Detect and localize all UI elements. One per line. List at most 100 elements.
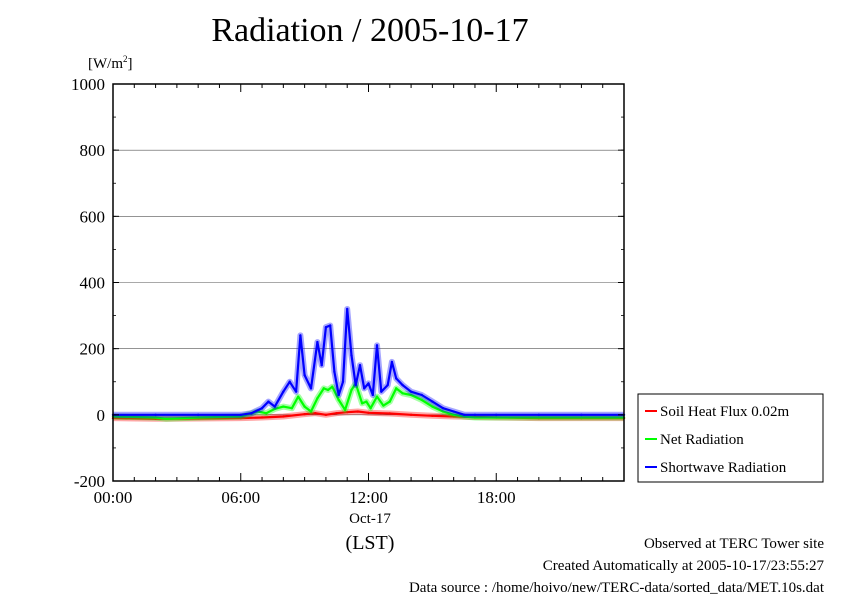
data-point [420,393,423,397]
data-point [580,416,583,419]
y-tick-label: 600 [80,207,106,226]
data-point [324,325,328,329]
data-point [337,398,340,402]
data-point [303,373,306,377]
data-point [420,398,423,402]
data-point [343,408,347,412]
data-point [360,402,364,405]
data-point [337,393,340,397]
data-point [326,388,330,392]
data-point [333,370,336,374]
data-point [324,413,328,417]
x-tick-label: 00:00 [94,488,133,507]
legend-label: Net Radiation [660,432,744,448]
data-point [354,383,357,387]
data-point [154,413,157,417]
data-point [316,397,319,400]
y-tick-label: 1000 [71,75,105,94]
series-layer [111,306,626,422]
data-point [452,410,455,413]
data-point [350,354,353,357]
data-point [260,416,264,419]
data-point [288,380,291,383]
data-point [335,411,338,415]
data-point [303,412,306,416]
data-point [495,416,498,419]
data-point [401,383,404,387]
data-point [282,415,285,418]
data-point [409,393,413,397]
data-point [369,407,372,410]
chart-title: Radiation / 2005-10-17 [211,12,529,49]
series-line-1 [112,382,624,420]
axes: -200 0 200 400 600 800 1000 00:00 06:00 12:00 18:0… [71,75,625,507]
data-point [375,344,379,347]
data-point [322,387,325,390]
data-point [390,360,394,364]
legend-label: Shortwave Radiation [660,460,787,476]
data-point [409,390,413,393]
unit-prefix: [W/m [88,56,123,72]
data-point [537,416,541,419]
data-point [441,410,445,413]
data-point [290,407,294,410]
data-point [463,413,466,417]
data-point [388,400,391,403]
y-tick-label: 0 [97,406,106,425]
data-point [282,405,285,408]
data-point [267,400,270,403]
data-point [380,390,383,393]
data-point [473,413,477,417]
legend-label: Soil Heat Flux 0.02m [660,404,790,420]
legend-box [637,393,824,483]
source-info: Data source : /home/hoivo/new/TERC-data/… [408,580,824,596]
data-point [239,413,242,417]
created-info: Created Automatically at 2005-10-17/23:5… [542,558,824,574]
data-point [363,387,366,390]
data-point [273,405,277,408]
data-point [309,410,313,413]
data-point [165,417,168,421]
data-point [371,393,374,397]
y-tick-label: 800 [80,141,106,160]
grid-lines [113,149,624,416]
data-point [431,414,434,418]
data-point [473,416,477,419]
data-point [382,404,385,407]
data-point [196,413,200,417]
data-point [346,307,349,311]
data-point [260,407,264,410]
data-point [250,411,253,415]
y-axis-unit: [W/m2] [88,54,133,73]
data-point [401,392,404,395]
data-point [388,412,391,415]
series-halo-2 [113,306,624,418]
data-point [356,410,360,413]
data-point [358,364,362,367]
data-point [265,411,268,415]
data-point [409,413,413,417]
data-point [328,324,332,327]
data-point [452,413,455,417]
data-point [367,382,370,385]
data-point [299,334,302,337]
data-point [394,387,398,390]
data-point [346,410,349,414]
unit-suffix: ] [127,56,133,72]
data-point [297,395,300,398]
data-point [441,407,445,410]
timezone-label: (LST) [345,532,395,554]
data-point [537,413,541,417]
data-point [375,395,379,398]
series-line-2 [113,307,624,416]
data-point [154,416,157,419]
data-point [316,340,319,344]
data-point [303,405,306,408]
unit-superscript: 2 [123,54,128,64]
site-info: Observed at TERC Tower site [643,536,824,552]
data-point [367,411,370,415]
x-tick-label: 18:00 [477,488,516,507]
data-point [394,377,398,380]
legend: Soil Heat Flux 0.02m Net Radiation Shortwa… [637,393,824,483]
